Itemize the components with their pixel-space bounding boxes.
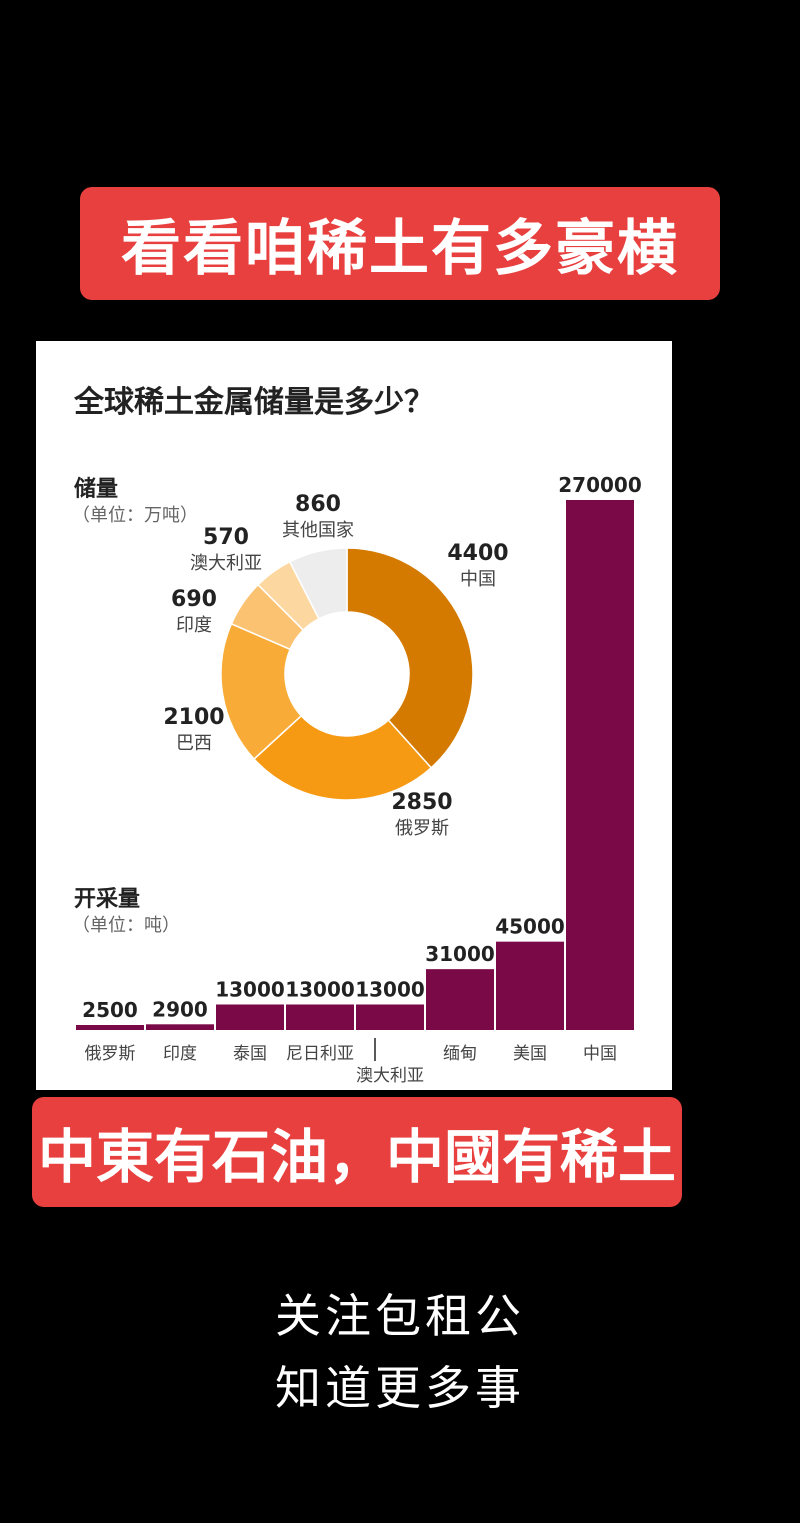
reserves-unit: （单位：万吨） bbox=[72, 505, 198, 526]
bar-5 bbox=[356, 1004, 424, 1030]
pie-slice-6 bbox=[288, 547, 348, 620]
pie-category-label-2: 俄罗斯 bbox=[395, 818, 449, 839]
bar-2 bbox=[146, 1024, 214, 1030]
bar-category-label-4: 尼日利亚 bbox=[286, 1044, 354, 1064]
footer-line-1: 关注包租公 bbox=[275, 1289, 525, 1343]
chart-title: 全球稀土金属储量是多少？ bbox=[74, 385, 434, 420]
pie-category-label-3: 巴西 bbox=[176, 733, 212, 754]
bar-value-label-4: 13000 bbox=[285, 977, 355, 1001]
chart-card: 全球稀土金属储量是多少？ 储量 （单位：万吨） 开采量 （单位：吨） 4400 中… bbox=[36, 341, 672, 1090]
pie-value-label-4: 690 bbox=[171, 587, 217, 612]
slogan-banner: 中東有石油，中國有稀土 bbox=[32, 1097, 682, 1207]
mining-label: 开采量 bbox=[74, 887, 141, 912]
bar-category-label-3: 泰国 bbox=[233, 1044, 267, 1064]
pie-value-label-3: 2100 bbox=[163, 705, 224, 730]
pie-category-label-6: 其他国家 bbox=[282, 520, 354, 541]
pie-category-label-1: 中国 bbox=[460, 569, 496, 590]
pie-slice-2 bbox=[252, 714, 433, 801]
mining-unit: （单位：吨） bbox=[72, 915, 180, 936]
charts-canvas: 4400 中国 2850 俄罗斯 2100 巴西 690 印度 570 澳大利亚 860 其他国家 25… bbox=[76, 473, 642, 1086]
bar-3 bbox=[216, 1004, 284, 1030]
pie-value-label-2: 2850 bbox=[391, 790, 452, 815]
bar-value-label-3: 13000 bbox=[215, 977, 285, 1001]
pie-value-label-1: 4400 bbox=[447, 541, 508, 566]
bar-1 bbox=[76, 1025, 144, 1030]
bar-category-label-6: 缅甸 bbox=[443, 1044, 477, 1064]
bar-value-label-8: 270000 bbox=[558, 473, 642, 497]
title-banner: 看看咱稀土有多豪横 bbox=[80, 187, 720, 300]
title-banner-text: 看看咱稀土有多豪横 bbox=[121, 214, 679, 284]
bar-4 bbox=[286, 1004, 354, 1030]
pie-category-label-5: 澳大利亚 bbox=[190, 553, 262, 574]
bar-value-label-6: 31000 bbox=[425, 942, 495, 966]
bar-value-label-1: 2500 bbox=[82, 998, 138, 1022]
bar-category-label-5: 澳大利亚 bbox=[356, 1066, 424, 1086]
slogan-banner-text: 中東有石油，中國有稀土 bbox=[37, 1123, 676, 1191]
bar-value-label-5: 13000 bbox=[355, 977, 425, 1001]
bar-6 bbox=[426, 969, 494, 1030]
pie-category-label-4: 印度 bbox=[176, 615, 212, 636]
pie-value-label-6: 860 bbox=[295, 492, 341, 517]
bar-value-label-2: 2900 bbox=[152, 997, 208, 1021]
pie-slice-1 bbox=[346, 547, 474, 769]
reserves-label: 储量 bbox=[74, 477, 119, 502]
bar-8 bbox=[566, 500, 634, 1030]
bar-category-label-1: 俄罗斯 bbox=[85, 1044, 136, 1064]
bar-value-label-7: 45000 bbox=[495, 915, 565, 939]
pie-slice-3 bbox=[220, 622, 303, 761]
bar-category-label-2: 印度 bbox=[163, 1044, 197, 1064]
bar-7 bbox=[496, 941, 564, 1030]
bar-category-label-7: 美国 bbox=[513, 1044, 547, 1064]
bar-category-label-8: 中国 bbox=[583, 1044, 617, 1064]
footer-line-2: 知道更多事 bbox=[275, 1361, 525, 1415]
pie-value-label-5: 570 bbox=[203, 525, 249, 550]
